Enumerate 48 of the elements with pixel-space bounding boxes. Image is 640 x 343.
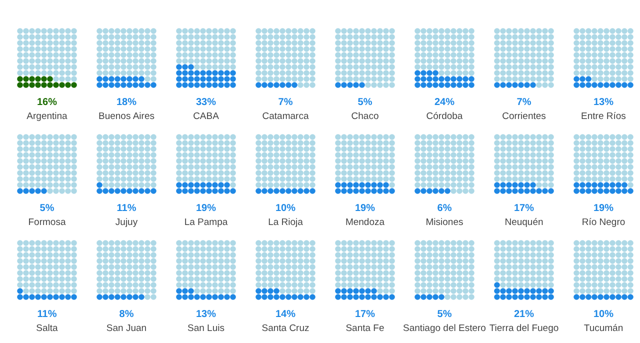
category-label: Jujuy	[115, 217, 138, 228]
category-label: Santa Cruz	[262, 323, 310, 334]
category-label: Catamarca	[262, 111, 310, 122]
category-label: Santiago del Estero	[403, 323, 486, 334]
category-label: San Juan	[106, 323, 147, 334]
category-label: Buenos Aires	[98, 111, 155, 122]
data-label: 17%	[514, 203, 534, 214]
data-label: 14%	[275, 309, 296, 320]
data-label: 24%	[434, 97, 455, 108]
data-label: 7%	[278, 97, 293, 108]
category-label: Chaco	[351, 111, 379, 122]
data-label: 16%	[36, 97, 58, 108]
data-label: 5%	[437, 309, 452, 320]
category-label: Corrientes	[502, 111, 546, 122]
data-label: 17%	[354, 309, 376, 320]
data-label: 6%	[437, 203, 452, 214]
data-label: 19%	[354, 203, 376, 214]
category-label: Neuquén	[504, 217, 544, 228]
data-label: 13%	[593, 97, 614, 108]
category-label: Argentina	[26, 111, 68, 122]
category-label: Mendoza	[345, 217, 386, 228]
category-label: Misiones	[426, 217, 464, 228]
data-label: 13%	[196, 309, 216, 320]
data-label: 21%	[514, 309, 534, 320]
category-label: Santa Fe	[346, 323, 384, 334]
data-label: 11%	[116, 203, 136, 214]
category-label: Río Negro	[582, 217, 626, 228]
category-label: Tucumán	[584, 323, 624, 334]
category-label: La Rioja	[268, 217, 304, 228]
data-label: 5%	[358, 97, 372, 108]
category-label: Córdoba	[426, 111, 464, 122]
data-label: 18%	[116, 97, 137, 108]
category-label: San Luis	[188, 323, 225, 334]
category-label: La Pampa	[184, 217, 228, 228]
data-label: 19%	[196, 203, 216, 214]
data-label: 11%	[37, 309, 57, 320]
category-label: Entre Ríos	[581, 111, 626, 122]
data-label: 8%	[119, 309, 134, 320]
category-label: Salta	[36, 323, 59, 334]
data-label: 10%	[593, 309, 614, 320]
data-label: 7%	[516, 97, 532, 108]
data-label: 33%	[196, 97, 216, 108]
category-label: Tierra del Fuego	[489, 323, 559, 334]
category-label: CABA	[193, 111, 220, 122]
category-label: Formosa	[28, 217, 66, 228]
data-label: 5%	[40, 203, 54, 214]
data-label: 10%	[275, 203, 296, 214]
data-label: 19%	[593, 203, 614, 214]
